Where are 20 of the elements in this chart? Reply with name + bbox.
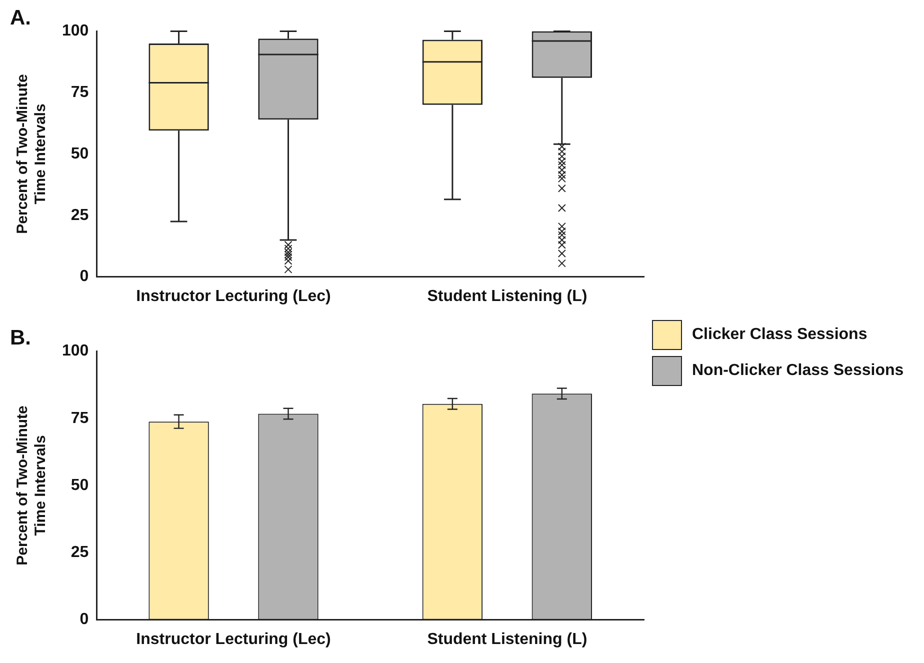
x-tick-label: Student Listening (L) [427, 288, 588, 305]
y-tick-label: 75 [70, 84, 89, 102]
y-tick-label: 100 [62, 22, 89, 40]
legend-label: Non-Clicker Class Sessions [692, 362, 904, 380]
y-axis-title: Percent of Two-Minute Time Intervals [14, 406, 50, 566]
y-tick-label: 50 [70, 476, 89, 494]
x-tick-label: Student Listening (L) [427, 630, 588, 648]
y-tick-label: 75 [70, 410, 89, 427]
y-tick-label: 25 [70, 544, 89, 562]
y-axis-title: Percent of Two-Minute Time Intervals [14, 74, 50, 234]
legend-label: Clicker Class Sessions [692, 326, 868, 344]
y-tick-label: 50 [70, 145, 89, 162]
y-tick-label: 25 [70, 206, 89, 224]
y-tick-label: 0 [80, 268, 89, 286]
x-tick-label: Instructor Lecturing (Lec) [136, 288, 331, 305]
y-tick-label: 100 [62, 342, 89, 360]
chart-title: B. [10, 326, 31, 350]
chart-title: A. [10, 6, 31, 30]
y-tick-label: 0 [80, 611, 89, 628]
x-tick-label: Instructor Lecturing (Lec) [136, 630, 331, 648]
